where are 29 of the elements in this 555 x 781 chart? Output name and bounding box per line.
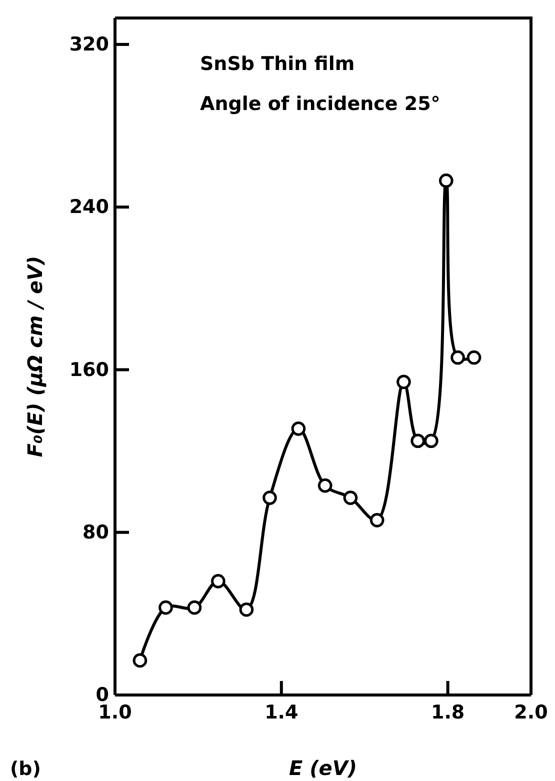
point [187,600,202,615]
y-tick-label: 160 [69,358,109,381]
point [424,434,438,448]
annotation: SnSb Thin film [200,53,355,75]
point [466,350,482,365]
x-tick-label: 1.0 [98,701,132,724]
y-tick-label: 80 [82,521,109,544]
point [262,490,277,505]
y-tick-label: 320 [69,34,109,56]
point [291,422,306,436]
y-axis-title: F₀(E) (μΩ cm / eV) [23,256,47,458]
annotation: Angle of incidence 25° [200,93,440,115]
point [396,374,411,390]
point [158,600,173,615]
point [438,173,454,188]
point [343,490,358,505]
text: (b) [10,758,41,780]
point [239,602,254,617]
x-tick-label: 1.8 [430,701,465,724]
point [132,653,148,668]
x-tick-label: 1.4 [264,701,298,724]
x-axis-title: E (eV) [289,756,357,780]
point [370,513,384,528]
x-tick-label: 2.0 [514,701,548,724]
y-tick-label: 240 [69,196,109,218]
point [450,350,465,365]
point [318,478,332,493]
point [410,434,426,448]
point [211,574,226,588]
